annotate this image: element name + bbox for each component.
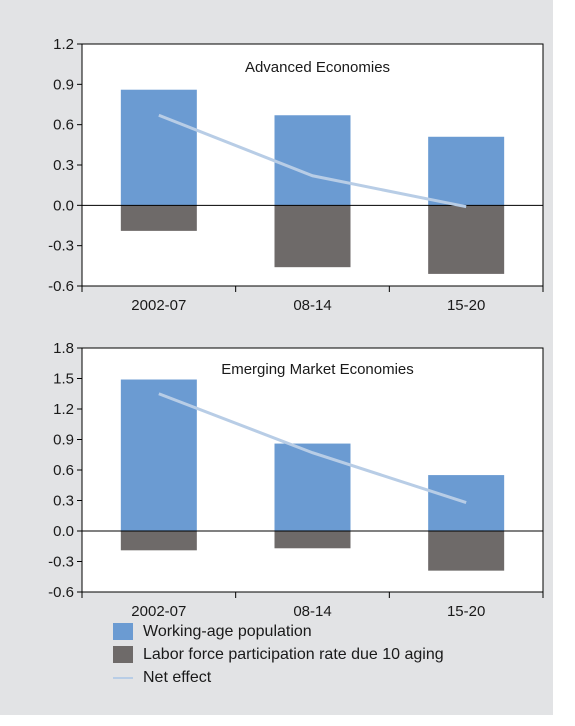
participation-bar-1 <box>120 205 197 231</box>
legend-label-working-age: Working-age population <box>143 622 312 640</box>
y-tick-label: 1.5 <box>53 371 74 388</box>
participation-bar-2 <box>274 205 351 268</box>
working-age-bar-2 <box>274 443 351 531</box>
legend-swatch-net-effect <box>113 676 133 679</box>
x-tick-label: 2002-07 <box>131 297 186 314</box>
working-age-bar-3 <box>428 475 505 531</box>
y-tick-label: 0.3 <box>53 493 74 510</box>
x-tick-label: 08-14 <box>293 297 331 314</box>
y-tick-label: -0.6 <box>48 278 74 295</box>
x-tick-label: 15-20 <box>447 297 485 314</box>
legend-item-participation: Labor force participation rate due 10 ag… <box>113 643 444 666</box>
working-age-bar-2 <box>274 115 351 206</box>
y-tick-label: -0.3 <box>48 554 74 571</box>
chart-2: 1.8 1.5 1.2 0.9 0.6 0.3 0.0 -0.3 -0.6 2002-07 08-1… <box>48 340 544 620</box>
working-age-bar-1 <box>120 89 197 206</box>
participation-bar-2 <box>274 531 351 549</box>
y-tick-label: 0.9 <box>53 76 74 93</box>
legend-item-net-effect: Net effect <box>113 666 444 689</box>
chart-title: Advanced Economies <box>245 59 390 76</box>
net-effect-line <box>158 113 467 209</box>
legend-swatch-participation <box>113 646 133 663</box>
participation-bar-1 <box>120 531 197 551</box>
y-tick-label: 1.2 <box>53 401 74 418</box>
y-tick-label: 0.0 <box>53 523 74 540</box>
legend-item-working-age: Working-age population <box>113 620 444 643</box>
legend-label-net-effect: Net effect <box>143 668 212 686</box>
y-tick-label: 0.3 <box>53 157 74 174</box>
x-tick-label: 15-20 <box>447 603 485 620</box>
legend-swatch-working-age <box>113 623 133 640</box>
y-tick-label: 0.9 <box>53 432 74 449</box>
x-tick-label: 2002-07 <box>131 603 186 620</box>
y-tick-label: 1.8 <box>53 340 74 357</box>
y-tick-label: -0.3 <box>48 238 74 255</box>
participation-bar-3 <box>428 531 505 571</box>
y-tick-label: 0.6 <box>53 117 74 134</box>
net-effect-line <box>158 392 467 504</box>
chart-1: 1.2 0.9 0.6 0.3 0.0 -0.3 -0.6 2002-07 08-14 15-20… <box>48 36 544 314</box>
legend-label-participation: Labor force participation rate due 10 ag… <box>143 645 444 663</box>
y-tick-label: 1.2 <box>53 36 74 53</box>
y-tick-label: 0.0 <box>53 197 74 214</box>
y-tick-label: 0.6 <box>53 462 74 479</box>
working-age-bar-3 <box>428 136 505 206</box>
legend: Working-age population Labor force parti… <box>113 620 444 689</box>
working-age-bar-1 <box>120 379 197 531</box>
participation-bar-3 <box>428 205 505 274</box>
x-tick-label: 08-14 <box>293 603 331 620</box>
chart-title: Emerging Market Economies <box>221 361 414 378</box>
y-tick-label: -0.6 <box>48 584 74 601</box>
